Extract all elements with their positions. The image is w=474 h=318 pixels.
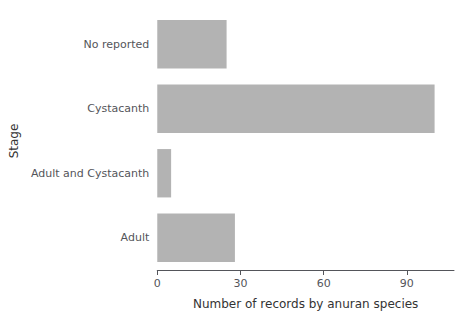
svg-text:90: 90	[400, 277, 414, 290]
svg-text:Adult and Cystacanth: Adult and Cystacanth	[31, 167, 149, 180]
svg-text:Number of records by anuran sp: Number of records by anuran species	[193, 297, 418, 311]
svg-text:No reported: No reported	[83, 38, 149, 51]
svg-text:0: 0	[154, 277, 161, 290]
svg-text:Cystacanth: Cystacanth	[87, 102, 149, 115]
svg-text:60: 60	[317, 277, 331, 290]
svg-text:Stage: Stage	[7, 124, 21, 159]
svg-text:30: 30	[233, 277, 247, 290]
svg-text:Adult: Adult	[121, 231, 150, 244]
